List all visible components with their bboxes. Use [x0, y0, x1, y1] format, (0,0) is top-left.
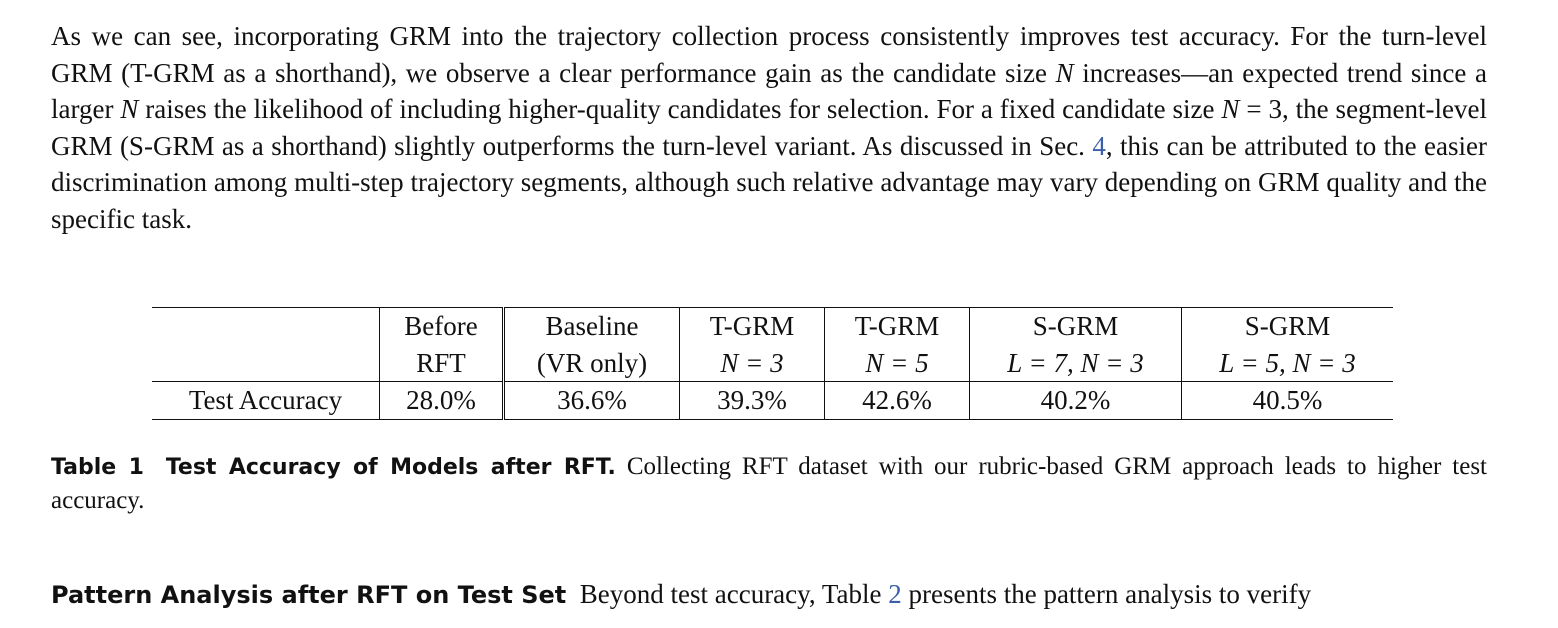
math: N	[1221, 94, 1240, 125]
row-label: Test Accuracy	[188, 385, 343, 415]
corner	[152, 344, 380, 382]
column-header: S-GRM	[969, 307, 1182, 345]
column-subheader: N = 5	[824, 344, 970, 382]
ref-link[interactable]: 4	[1092, 130, 1106, 161]
column-header: S-GRM	[1181, 307, 1393, 345]
cell: 39.3%	[679, 381, 825, 419]
text: As we can see, incorporating GRM into th…	[51, 21, 1487, 88]
cell: 28.0%	[379, 381, 504, 419]
column-header: Before	[379, 307, 504, 345]
section: Pattern Analysis after RFT on Test Set B…	[51, 576, 1487, 613]
section-heading: Pattern Analysis after RFT on Test Set	[51, 581, 567, 609]
ref-link[interactable]: 2	[888, 579, 902, 609]
math: = 3	[1239, 94, 1282, 125]
column-subheader: L = 7, N = 3	[969, 344, 1182, 382]
cell: 42.6%	[824, 381, 970, 419]
text: increases—an expected trend since a larg…	[51, 57, 1487, 125]
column-subheader: RFT	[379, 344, 504, 382]
text: , this can be attributed to the easier d…	[51, 130, 1487, 234]
paragraph: As we can see, incorporating GRM into th…	[51, 18, 1487, 238]
text: Beyond test accuracy, Table	[579, 579, 889, 609]
text: raises the likelihood of including highe…	[138, 94, 1222, 125]
math: N	[1055, 57, 1074, 88]
caption-number: Table 1	[51, 455, 144, 480]
text: presents the pattern analysis to verify	[901, 579, 1312, 609]
column-subheader: L = 5, N = 3	[1181, 344, 1393, 382]
caption-text: Collecting RFT dataset with our rubric-b…	[51, 453, 1488, 514]
cell: 36.6%	[502, 381, 680, 419]
column-header: T-GRM	[679, 307, 825, 345]
cell: 40.5%	[1181, 381, 1393, 419]
column-header: T-GRM	[824, 307, 970, 345]
caption-title: Test Accuracy of Models after RFT.	[165, 455, 616, 480]
text: , the segment-level GRM (S-GRM as a shor…	[51, 94, 1487, 161]
column-subheader: (VR only)	[502, 344, 680, 382]
cell: 40.2%	[969, 381, 1182, 419]
column-subheader: N = 3	[679, 344, 825, 382]
math: N	[120, 94, 139, 125]
corner	[152, 308, 380, 345]
column-header: Baseline	[502, 307, 680, 345]
results-table: Before Baseline T-GRM T-GRM S-GRM S-GRM RFT (V…	[152, 307, 1393, 420]
caption: Table 1 Test Accuracy of Models after RF…	[51, 450, 1487, 517]
